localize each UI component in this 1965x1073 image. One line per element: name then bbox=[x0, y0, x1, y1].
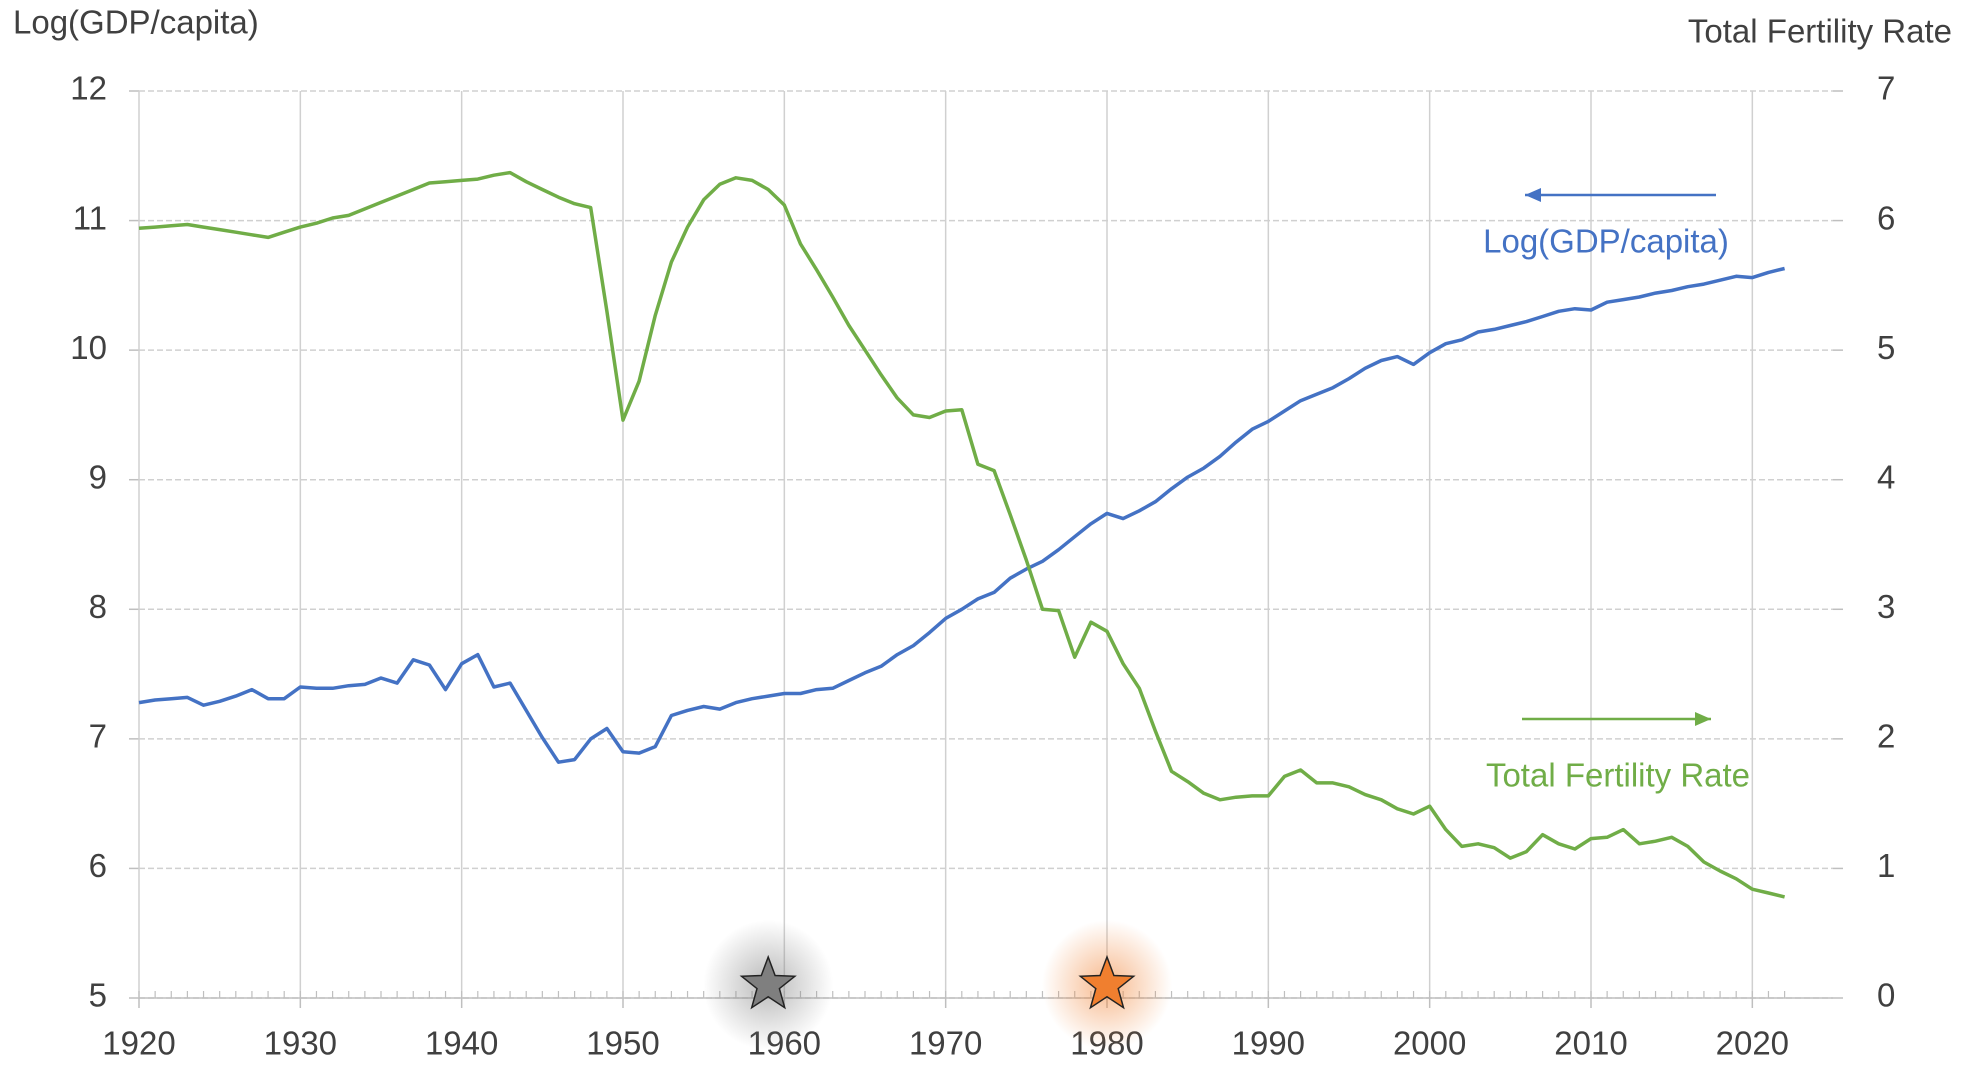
y-tick-label: 6 bbox=[89, 847, 107, 884]
annotation-label: Log(GDP/capita) bbox=[1483, 223, 1729, 260]
y-tick-label: 10 bbox=[70, 329, 107, 366]
x-tick-label: 2000 bbox=[1393, 1025, 1466, 1062]
series-line bbox=[138, 170, 1786, 899]
y2-tick-label: 0 bbox=[1877, 977, 1895, 1014]
y-tick-label: 11 bbox=[73, 199, 107, 236]
x-tick-label: 2010 bbox=[1554, 1025, 1627, 1062]
y-tick-label: 5 bbox=[89, 977, 107, 1014]
x-tick-label: 2020 bbox=[1716, 1025, 1789, 1062]
y-tick-label: 12 bbox=[70, 70, 107, 107]
x-tick-label: 1920 bbox=[102, 1025, 175, 1062]
x-tick-label: 1950 bbox=[586, 1025, 659, 1062]
star-marker bbox=[1078, 954, 1136, 1010]
arrow-head bbox=[1695, 712, 1711, 726]
y2-tick-label: 6 bbox=[1877, 199, 1895, 236]
x-tick-label: 1930 bbox=[264, 1025, 337, 1062]
y2-tick-label: 3 bbox=[1877, 588, 1895, 625]
annotation-label: Total Fertility Rate bbox=[1486, 757, 1750, 794]
y-tick-label: 9 bbox=[89, 458, 107, 495]
arrow-head bbox=[1525, 188, 1541, 202]
x-tick-label: 1990 bbox=[1232, 1025, 1305, 1062]
y2-tick-label: 7 bbox=[1877, 70, 1895, 107]
y2-tick-label: 1 bbox=[1877, 847, 1895, 884]
x-tick-label: 1970 bbox=[909, 1025, 982, 1062]
y2-tick-label: 4 bbox=[1877, 458, 1895, 495]
y-tick-label: 7 bbox=[89, 718, 107, 755]
y2-tick-label: 5 bbox=[1877, 329, 1895, 366]
star-marker bbox=[739, 954, 797, 1010]
y-axis-title: Log(GDP/capita) bbox=[13, 4, 259, 41]
y2-axis-title: Total Fertility Rate bbox=[1688, 13, 1952, 50]
y-tick-label: 8 bbox=[89, 588, 107, 625]
x-tick-label: 1940 bbox=[425, 1025, 498, 1062]
y2-tick-label: 2 bbox=[1877, 718, 1895, 755]
series-line bbox=[138, 266, 1786, 764]
